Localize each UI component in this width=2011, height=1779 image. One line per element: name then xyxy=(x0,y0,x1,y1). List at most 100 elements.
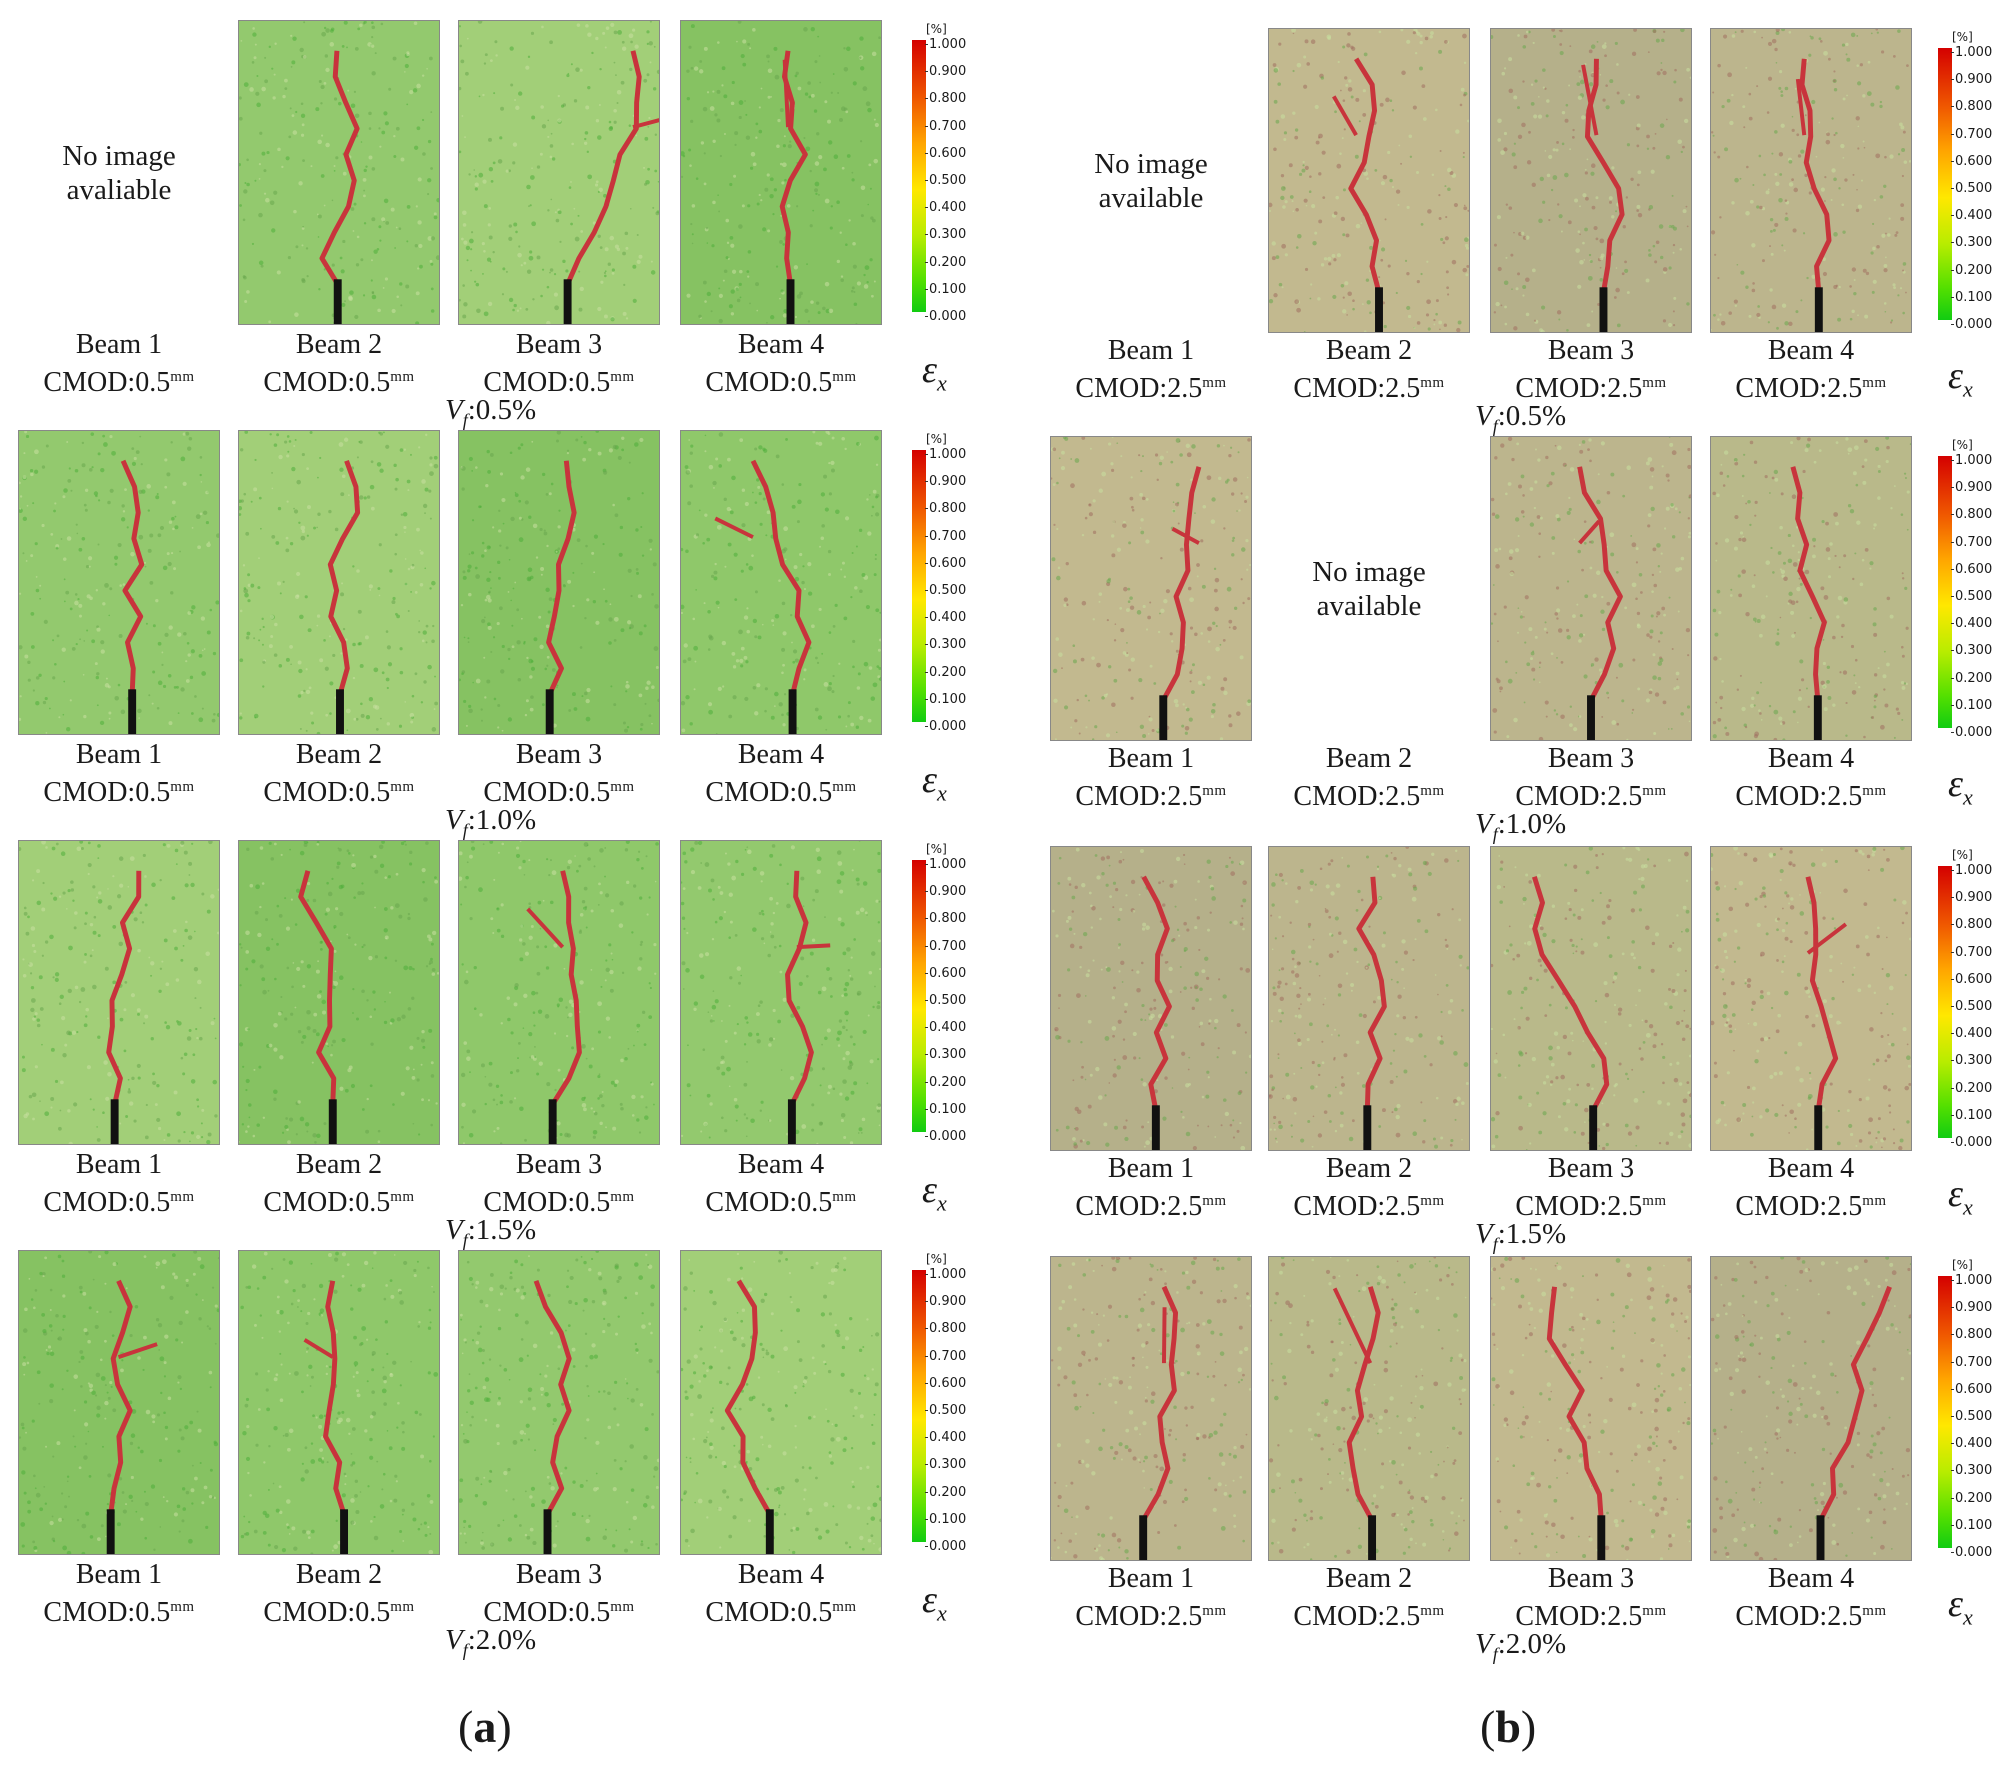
crack-branch xyxy=(1578,519,1601,545)
cmod-text: CMOD:2.5 xyxy=(1293,1601,1421,1632)
vf-subscript: f xyxy=(462,1229,468,1250)
beam-strain-image xyxy=(458,430,660,735)
vf-letter: V xyxy=(1475,400,1493,432)
beam-strain-image xyxy=(1490,436,1692,741)
beam-strain-image xyxy=(1268,846,1470,1151)
beam-strain-image xyxy=(458,20,660,325)
colorbar-tick: 0.800 xyxy=(1950,917,1993,933)
cmod-text: CMOD:2.5 xyxy=(1515,781,1643,812)
panel-label: (b) xyxy=(1480,1701,1537,1752)
colorbar-gradient xyxy=(1938,48,1952,320)
cmod-text: CMOD:0.5 xyxy=(705,1187,833,1218)
beam-name: Beam 2 xyxy=(1325,743,1413,774)
vf-value: :0.5% xyxy=(467,394,537,426)
crack-path xyxy=(533,1279,572,1516)
beam-name: Beam 2 xyxy=(295,329,383,360)
beam-label: Beam 1 CMOD:0.5mm xyxy=(9,1558,229,1629)
notch xyxy=(545,689,554,734)
colorbar-tick: 0.900 xyxy=(924,884,967,900)
cmod-value: CMOD:2.5mm xyxy=(1041,1185,1261,1223)
colorbar-tick: 1.000 xyxy=(924,1267,967,1282)
crack-path xyxy=(1161,466,1202,702)
fiber-volume-label: Vf:0.5% xyxy=(1475,400,1675,437)
beam-label: Beam 3 CMOD:2.5mm xyxy=(1481,742,1701,813)
beam-strain-image xyxy=(238,430,440,735)
crack-branch xyxy=(1332,95,1358,137)
strain-symbol-subscript: x xyxy=(936,370,947,396)
crack-path xyxy=(546,460,577,696)
beam-name: Beam 3 xyxy=(1547,1563,1635,1594)
cmod-text: CMOD:2.5 xyxy=(1515,373,1643,404)
strain-colorbar: [%] 1.000 0.900 0.800 0.700 0.600 0.500 0.400 0.… xyxy=(912,22,982,324)
beam-strain-image xyxy=(1050,1256,1252,1561)
vf-letter: V xyxy=(1475,1628,1493,1660)
cmod-unit: mm xyxy=(610,779,635,795)
colorbar-tick: 0.400 xyxy=(1950,1436,1993,1452)
cmod-text: CMOD:0.5 xyxy=(43,1187,171,1218)
panel-letter: a xyxy=(473,1701,497,1752)
cmod-value: CMOD:0.5mm xyxy=(671,361,891,399)
colorbar-tick: 0.800 xyxy=(924,911,967,927)
vf-value: :1.5% xyxy=(467,1214,537,1246)
colorbar-tick: 0.600 xyxy=(1950,561,1993,577)
colorbar-tick: 1.000 xyxy=(1950,453,1993,468)
cmod-text: CMOD:0.5 xyxy=(263,1597,391,1628)
beam-strain-image xyxy=(680,430,882,735)
beam-strain-image xyxy=(680,840,882,1145)
strain-colorbar: [%] 1.000 0.900 0.800 0.700 0.600 0.500 0.400 0.… xyxy=(912,842,982,1144)
colorbar-tick: 0.300 xyxy=(924,1457,967,1473)
cmod-value: CMOD:0.5mm xyxy=(671,1181,891,1219)
strain-symbol-subscript: x xyxy=(1962,784,1973,810)
colorbar-tick: 0.700 xyxy=(924,1348,967,1364)
strain-colorbar: [%] 1.000 0.900 0.800 0.700 0.600 0.500 0.400 0.… xyxy=(912,1252,982,1554)
beam-label: Beam 1 CMOD:2.5mm xyxy=(1041,334,1261,405)
beam-strain-image xyxy=(238,1250,440,1555)
colorbar-tick: 0.600 xyxy=(1950,153,1993,169)
colorbar-tick: 0.200 xyxy=(924,1484,967,1500)
colorbar-tick: 0.100 xyxy=(924,691,967,707)
cmod-text: CMOD:0.5 xyxy=(43,1597,171,1628)
beam-label: Beam 4 CMOD:0.5mm xyxy=(671,1148,891,1219)
notch xyxy=(1814,1105,1823,1150)
cmod-unit: mm xyxy=(1420,375,1445,391)
vf-value: :2.0% xyxy=(1497,1628,1567,1660)
beam-strain-image xyxy=(458,840,660,1145)
notch xyxy=(786,279,795,324)
strain-symbol: εx xyxy=(1948,762,1973,811)
colorbar-tick: 0.300 xyxy=(1950,235,1993,251)
colorbar-tick: 1.000 xyxy=(1950,863,1993,878)
vf-subscript: f xyxy=(462,819,468,840)
notch xyxy=(765,1509,774,1554)
crack-path xyxy=(106,870,142,1105)
fiber-volume-label: Vf:1.5% xyxy=(1475,1218,1675,1255)
beam-strain-image xyxy=(18,840,220,1145)
crack-path xyxy=(1818,1285,1892,1522)
colorbar-gradient xyxy=(912,40,926,312)
crack-branch xyxy=(526,907,565,949)
colorbar-tick: 0.100 xyxy=(1950,697,1993,713)
cmod-text: CMOD:2.5 xyxy=(1075,373,1203,404)
cmod-value: CMOD:0.5mm xyxy=(449,361,669,399)
strain-colorbar: [%] 1.000 0.900 0.800 0.700 0.600 0.500 0.400 0.… xyxy=(1938,438,2008,740)
beam-label: Beam 2 CMOD:2.5mm xyxy=(1259,742,1479,813)
beam-label: Beam 1 CMOD:0.5mm xyxy=(9,328,229,399)
cmod-unit: mm xyxy=(170,779,195,795)
notch xyxy=(1813,695,1822,740)
colorbar-tick: 0.300 xyxy=(924,227,967,243)
vf-subscript: f xyxy=(1492,823,1498,844)
cmod-unit: mm xyxy=(170,369,195,385)
vf-letter: V xyxy=(445,804,463,836)
cmod-value: CMOD:0.5mm xyxy=(449,771,669,809)
notch xyxy=(1151,1105,1160,1150)
cmod-value: CMOD:0.5mm xyxy=(9,361,229,399)
vf-value: :0.5% xyxy=(1497,400,1567,432)
colorbar-gradient xyxy=(1938,456,1952,728)
strain-symbol-letter: ε xyxy=(922,1579,937,1621)
colorbar-tick: 0.000 xyxy=(1950,1135,1993,1150)
colorbar-tick: 1.000 xyxy=(1950,1273,1993,1288)
beam-strain-image xyxy=(458,1250,660,1555)
beam-name: Beam 4 xyxy=(1767,743,1855,774)
colorbar-tick: 0.900 xyxy=(1950,480,1993,496)
panel-label: (a) xyxy=(458,1701,512,1752)
cmod-unit: mm xyxy=(610,1599,635,1615)
